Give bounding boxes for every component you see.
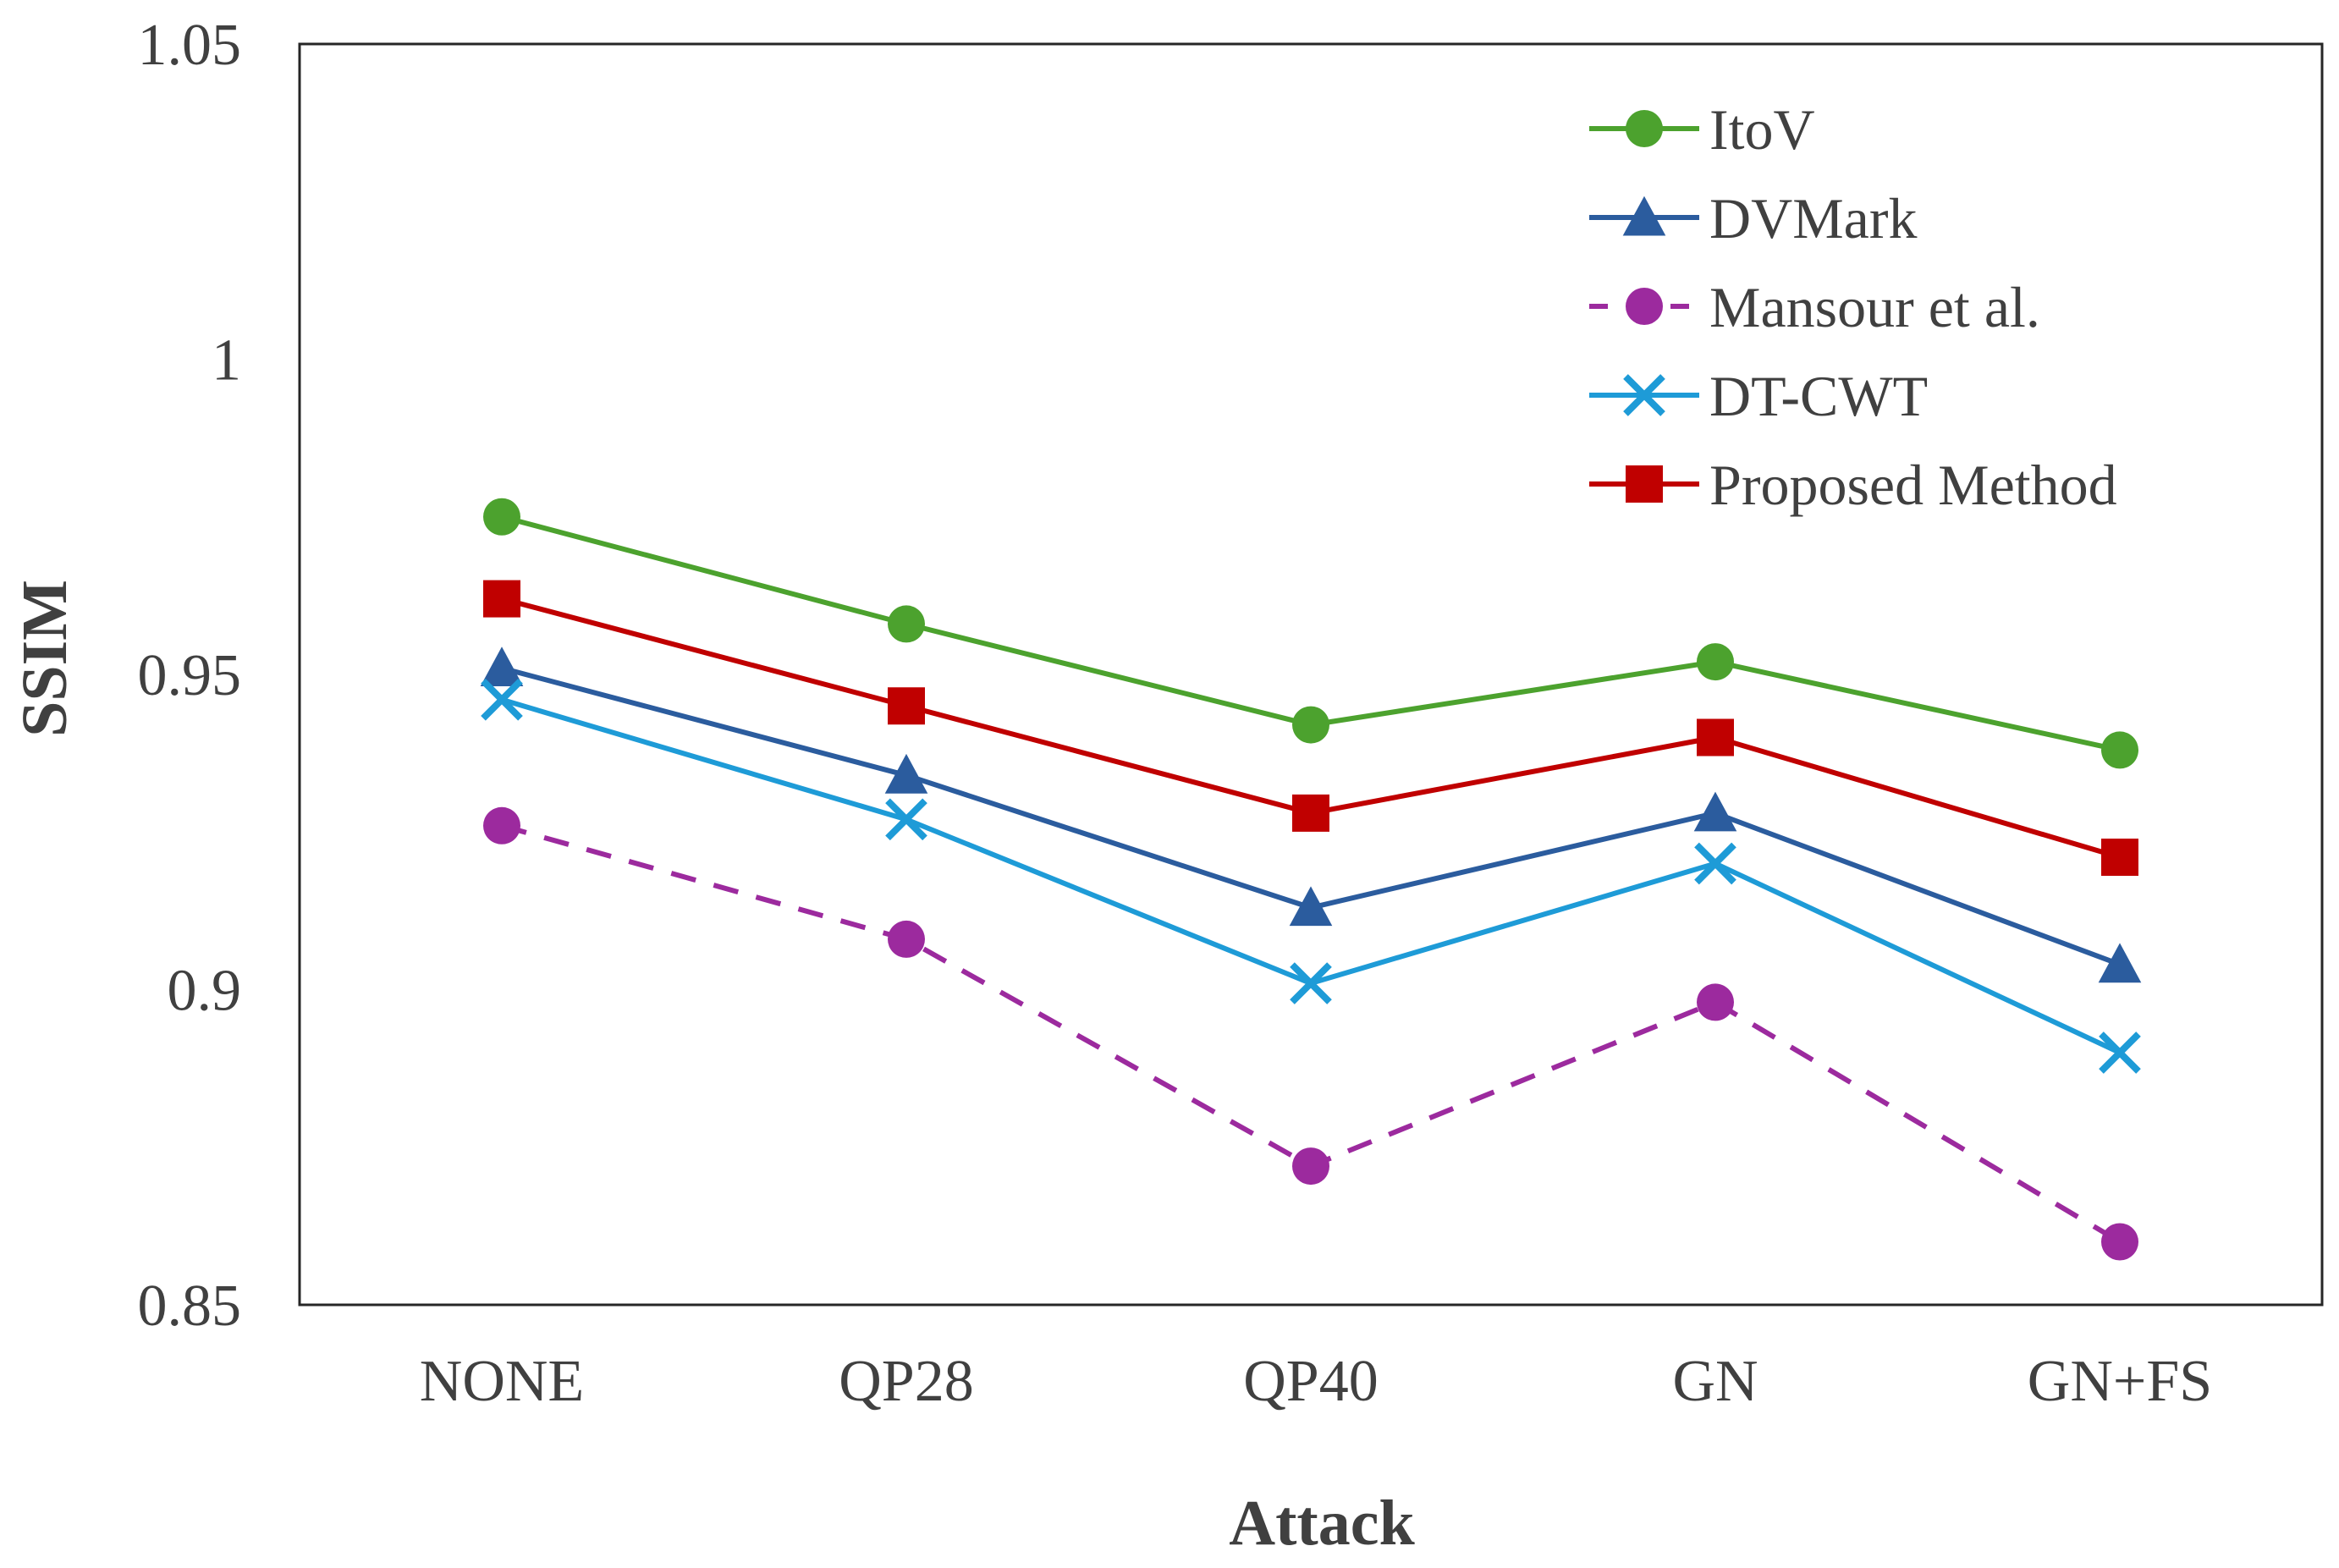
data-point-marker xyxy=(483,806,520,845)
data-point-marker xyxy=(888,687,925,725)
data-point-marker xyxy=(2101,839,2138,877)
y-axis-title: SSIM xyxy=(9,580,80,737)
legend-label: ItoV xyxy=(1709,97,1815,162)
x-axis-title: Attack xyxy=(1229,1488,1415,1559)
series-dvmark xyxy=(480,646,2142,983)
y-axis-ticks: 0.85 0.9 0.95 1 1.05 xyxy=(138,13,242,1339)
legend-item: Proposed Method xyxy=(1589,453,2117,517)
data-point-marker xyxy=(1697,718,1734,756)
x-tick-label: NONE xyxy=(420,1349,584,1414)
data-point-marker xyxy=(1290,962,1332,1004)
data-point-marker xyxy=(480,646,524,687)
data-point-marker xyxy=(2101,1223,2138,1261)
legend: ItoV DVMark Mansour et al. DT-CWT Proposed M… xyxy=(1589,97,2117,517)
data-point-marker xyxy=(1626,288,1663,325)
x-tick-label: QP28 xyxy=(839,1349,973,1414)
series-mansour-et-al xyxy=(483,806,2138,1261)
data-point-marker xyxy=(483,580,520,618)
legend-label: Proposed Method xyxy=(1709,453,2117,517)
y-tick-label: 1 xyxy=(212,328,241,393)
data-point-marker xyxy=(1289,886,1333,927)
data-point-marker xyxy=(1626,465,1663,503)
series-proposed-method xyxy=(483,580,2138,877)
y-tick-label: 0.9 xyxy=(168,959,242,1024)
y-tick-label: 1.05 xyxy=(138,13,242,78)
data-point-marker xyxy=(1622,195,1666,236)
y-tick-label: 0.95 xyxy=(138,643,242,708)
y-tick-label: 0.85 xyxy=(138,1274,242,1339)
data-point-marker xyxy=(1697,983,1734,1021)
data-point-marker xyxy=(1697,643,1734,681)
data-point-marker xyxy=(2099,1032,2141,1074)
data-point-marker xyxy=(2101,731,2138,769)
data-point-marker xyxy=(1292,1147,1329,1186)
data-point-marker xyxy=(888,920,925,958)
data-point-marker xyxy=(885,798,927,841)
data-point-marker xyxy=(483,498,520,536)
data-point-marker xyxy=(481,678,523,721)
data-point-marker xyxy=(1626,110,1663,147)
series-dt-cwt xyxy=(481,678,2141,1074)
x-axis-ticks: NONE QP28 QP40 GN GN+FS xyxy=(420,1349,2212,1414)
data-point-marker xyxy=(1292,706,1329,744)
data-point-marker xyxy=(2098,943,2142,983)
x-tick-label: GN+FS xyxy=(2028,1349,2212,1414)
data-point-marker xyxy=(1694,842,1736,885)
data-point-marker xyxy=(1693,791,1737,832)
legend-item: DVMark xyxy=(1589,186,1918,250)
x-tick-label: QP40 xyxy=(1243,1349,1378,1414)
data-point-marker xyxy=(888,605,925,643)
legend-item: ItoV xyxy=(1589,97,1815,162)
legend-item: DT-CWT xyxy=(1589,364,1928,428)
data-point-marker xyxy=(1292,794,1329,832)
plot-area-frame xyxy=(298,42,2324,1307)
series-itov xyxy=(483,498,2138,769)
legend-label: Mansour et al. xyxy=(1709,275,2040,339)
x-tick-label: GN xyxy=(1672,1349,1758,1414)
data-point-marker xyxy=(884,753,928,794)
series-group xyxy=(480,498,2142,1261)
data-point-marker xyxy=(1623,374,1665,416)
legend-label: DVMark xyxy=(1709,186,1918,250)
legend-item: Mansour et al. xyxy=(1589,275,2040,339)
legend-label: DT-CWT xyxy=(1709,364,1928,428)
